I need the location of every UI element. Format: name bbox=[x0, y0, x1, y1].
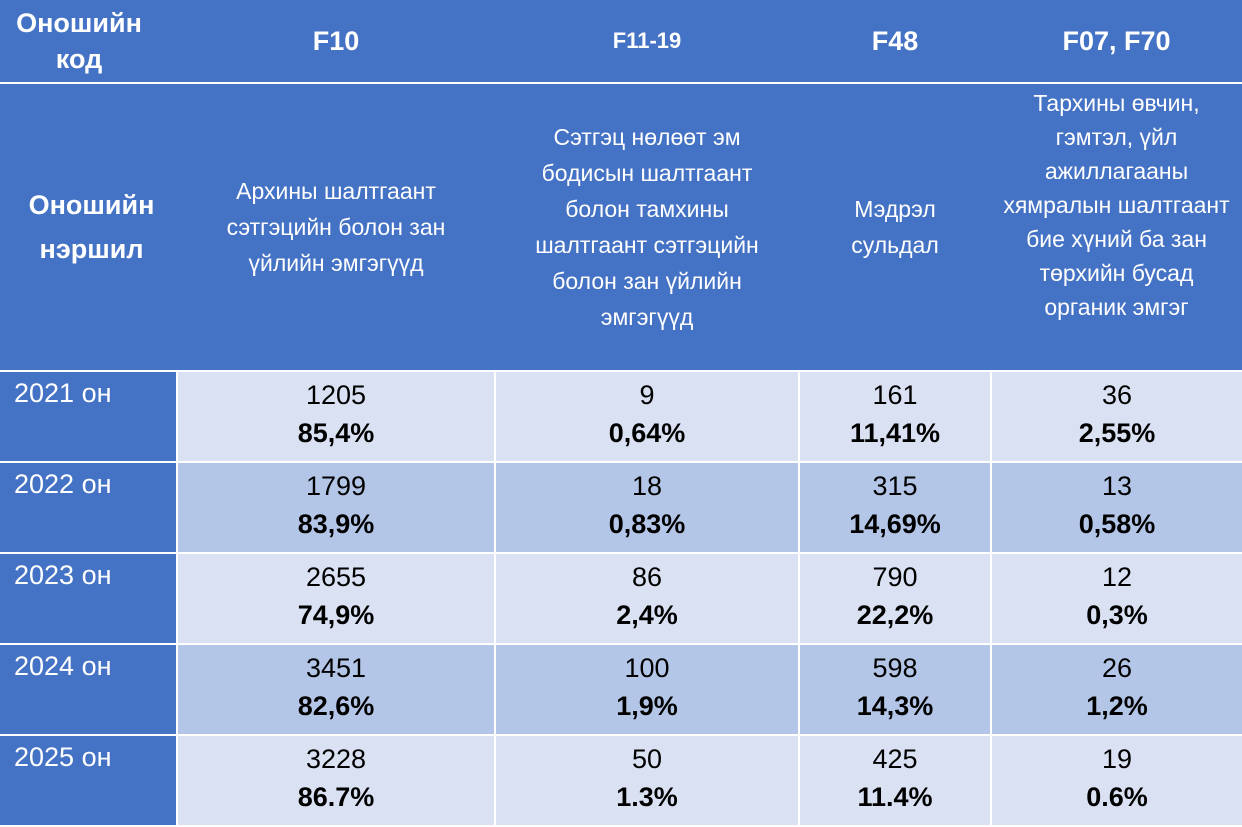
column-name: Архины шалтгаант сэтгэцийн болон зан үйл… bbox=[177, 83, 495, 371]
percent-value: 82,6% bbox=[297, 691, 375, 721]
count-value: 2655 bbox=[305, 562, 367, 592]
data-cell: 315 14,69% bbox=[799, 462, 992, 553]
percent-value: 0,64% bbox=[608, 418, 686, 448]
data-cell: 3451 82,6% bbox=[177, 644, 496, 735]
count-value: 13 bbox=[1101, 471, 1133, 501]
count-value: 18 bbox=[631, 471, 663, 501]
data-cell: 13 0,58% bbox=[991, 462, 1242, 553]
data-cell: 1799 83,9% bbox=[177, 462, 496, 553]
count-value: 12 bbox=[1101, 562, 1133, 592]
data-cell: 36 2,55% bbox=[991, 371, 1242, 462]
count-value: 50 bbox=[631, 744, 663, 774]
percent-value: 1.3% bbox=[616, 782, 678, 812]
column-code: F11-19 bbox=[495, 0, 799, 83]
data-cell: 425 11.4% bbox=[799, 735, 992, 826]
count-value: 26 bbox=[1101, 653, 1133, 683]
header-row-name: Оношийн нэршил Архины шалтгаант сэтгэций… bbox=[0, 83, 1242, 371]
count-value: 9 bbox=[639, 380, 655, 410]
name-label: Оношийн нэршил bbox=[0, 83, 177, 371]
column-code: F10 bbox=[177, 0, 495, 83]
data-cell: 18 0,83% bbox=[495, 462, 800, 553]
data-cell: 2655 74,9% bbox=[177, 553, 496, 644]
column-code: F07, F70 bbox=[991, 0, 1242, 83]
percent-value: 14,3% bbox=[856, 691, 934, 721]
table-row: 2025 он 3228 86.7% 50 1.3% 425 11.4% 19 0.6% bbox=[0, 735, 1242, 826]
data-cell: 3228 86.7% bbox=[177, 735, 496, 826]
data-cell: 1205 85,4% bbox=[177, 371, 496, 462]
data-cell: 26 1,2% bbox=[991, 644, 1242, 735]
percent-value: 0.6% bbox=[1086, 782, 1148, 812]
code-label: Оношийн код bbox=[0, 0, 177, 83]
column-name: Сэтгэц нөлөөт эм бодисын шалтгаант болон… bbox=[495, 83, 799, 371]
year-label: 2025 он bbox=[0, 735, 178, 826]
column-name: Тархины өвчин, гэмтэл, үйл ажиллагааны х… bbox=[991, 83, 1242, 371]
column-name: Мэдрэл сульдал bbox=[799, 83, 991, 371]
data-cell: 790 22,2% bbox=[799, 553, 992, 644]
data-cell: 86 2,4% bbox=[495, 553, 800, 644]
count-value: 100 bbox=[624, 653, 670, 683]
count-value: 425 bbox=[872, 744, 918, 774]
data-cell: 161 11,41% bbox=[799, 371, 992, 462]
percent-value: 74,9% bbox=[297, 600, 375, 630]
count-value: 315 bbox=[872, 471, 918, 501]
data-cell: 19 0.6% bbox=[991, 735, 1242, 826]
data-cell: 9 0,64% bbox=[495, 371, 800, 462]
count-value: 1205 bbox=[305, 380, 367, 410]
table-row: 2023 он 2655 74,9% 86 2,4% 790 22,2% 12 0,3% bbox=[0, 553, 1242, 644]
year-label: 2021 он bbox=[0, 371, 178, 462]
count-value: 86 bbox=[631, 562, 663, 592]
percent-value: 83,9% bbox=[297, 509, 375, 539]
percent-value: 22,2% bbox=[856, 600, 934, 630]
percent-value: 0,3% bbox=[1086, 600, 1148, 630]
data-cell: 12 0,3% bbox=[991, 553, 1242, 644]
percent-value: 86.7% bbox=[297, 782, 375, 812]
count-value: 3451 bbox=[305, 653, 367, 683]
percent-value: 11,41% bbox=[849, 418, 941, 448]
percent-value: 85,4% bbox=[297, 418, 375, 448]
count-value: 36 bbox=[1101, 380, 1133, 410]
count-value: 3228 bbox=[305, 744, 367, 774]
year-label: 2022 он bbox=[0, 462, 178, 553]
count-value: 598 bbox=[872, 653, 918, 683]
count-value: 19 bbox=[1101, 744, 1133, 774]
data-cell: 50 1.3% bbox=[495, 735, 800, 826]
year-label: 2024 он bbox=[0, 644, 178, 735]
count-value: 1799 bbox=[305, 471, 367, 501]
count-value: 790 bbox=[872, 562, 918, 592]
data-cell: 100 1,9% bbox=[495, 644, 800, 735]
table-row: 2024 он 3451 82,6% 100 1,9% 598 14,3% 26 1,2% bbox=[0, 644, 1242, 735]
year-label: 2023 он bbox=[0, 553, 178, 644]
header-row-code: Оношийн код F10 F11-19 F48 F07, F70 bbox=[0, 0, 1242, 83]
percent-value: 14,69% bbox=[849, 509, 941, 539]
percent-value: 1,9% bbox=[616, 691, 678, 721]
table-row: 2022 он 1799 83,9% 18 0,83% 315 14,69% 13 0,58% bbox=[0, 462, 1242, 553]
count-value: 161 bbox=[872, 380, 918, 410]
data-cell: 598 14,3% bbox=[799, 644, 992, 735]
percent-value: 2,4% bbox=[616, 600, 678, 630]
percent-value: 0,58% bbox=[1078, 509, 1156, 539]
percent-value: 11.4% bbox=[857, 782, 933, 812]
percent-value: 1,2% bbox=[1086, 691, 1148, 721]
percent-value: 0,83% bbox=[608, 509, 686, 539]
table-row: 2021 он 1205 85,4% 9 0,64% 161 11,41% 36 2,55% bbox=[0, 371, 1242, 462]
percent-value: 2,55% bbox=[1078, 418, 1156, 448]
column-code: F48 bbox=[799, 0, 991, 83]
